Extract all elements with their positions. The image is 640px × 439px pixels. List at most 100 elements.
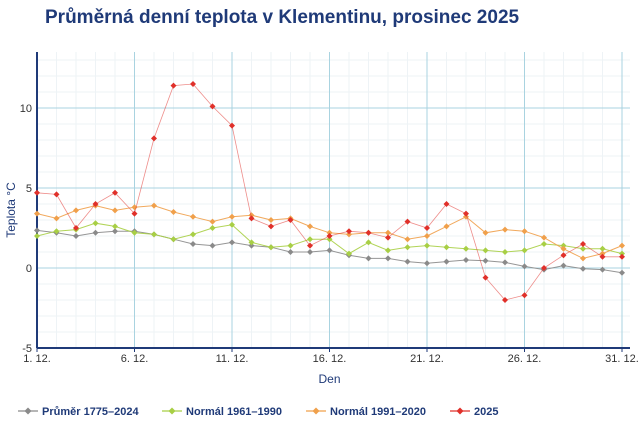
data-point <box>424 260 430 267</box>
data-point <box>326 233 333 239</box>
data-point <box>229 239 235 246</box>
data-point <box>307 236 313 243</box>
x-axis-label: Den <box>318 372 340 386</box>
data-point <box>502 226 508 233</box>
data-point <box>541 265 547 271</box>
legend-item: Průměr 1775–2024 <box>18 406 140 418</box>
data-point <box>248 212 255 219</box>
data-point <box>560 262 567 269</box>
data-point <box>404 236 411 243</box>
y-axis-label: Teplota °C <box>4 182 18 238</box>
data-point <box>151 231 157 238</box>
data-point <box>307 249 313 255</box>
data-point <box>53 215 60 222</box>
data-point <box>287 242 294 249</box>
data-point <box>170 82 177 89</box>
data-point <box>209 103 216 110</box>
data-point <box>365 239 372 246</box>
data-point <box>463 210 469 217</box>
data-point <box>346 228 352 235</box>
data-point <box>190 81 196 87</box>
data-point <box>385 255 391 262</box>
data-point <box>482 229 489 236</box>
legend-label: 2025 <box>474 406 498 418</box>
data-point <box>268 217 274 223</box>
series-2 <box>34 202 625 262</box>
data-point <box>92 229 99 236</box>
legend-label: Normál 1991–2020 <box>330 406 426 418</box>
data-point <box>73 225 79 231</box>
data-point <box>229 221 235 228</box>
x-tick-label: 6. 12. <box>121 353 149 365</box>
y-tick-label: 10 <box>20 103 32 115</box>
data-point <box>229 122 235 129</box>
data-point <box>287 217 294 223</box>
data-point <box>73 233 79 239</box>
data-point <box>112 207 118 214</box>
data-point <box>502 297 508 303</box>
data-point <box>619 269 625 276</box>
data-point <box>424 233 430 239</box>
data-point <box>131 210 138 217</box>
data-point <box>346 231 352 238</box>
data-point <box>365 255 372 262</box>
data-point <box>209 225 216 231</box>
data-point <box>229 213 235 220</box>
data-point <box>619 250 625 257</box>
data-point <box>521 292 528 299</box>
data-point <box>209 218 216 225</box>
data-point <box>248 239 255 246</box>
data-point <box>307 223 313 230</box>
data-point <box>385 234 391 241</box>
x-tick-label: 16. 12. <box>313 353 347 365</box>
data-point <box>482 274 489 281</box>
data-point <box>326 229 333 236</box>
legend-marker <box>312 407 320 415</box>
legend-marker <box>456 407 464 415</box>
data-point <box>580 265 586 272</box>
data-point <box>34 227 40 234</box>
legend-label: Normál 1961–1990 <box>186 406 282 418</box>
data-point <box>599 266 606 273</box>
series-1 <box>34 220 625 257</box>
data-point <box>34 233 40 239</box>
x-tick-label: 26. 12. <box>508 353 542 365</box>
x-tick-label: 1. 12. <box>23 353 51 365</box>
data-point <box>73 207 79 214</box>
data-point <box>619 242 625 249</box>
data-point <box>151 135 157 142</box>
data-point <box>34 210 40 217</box>
data-point <box>521 247 528 254</box>
x-tick-label: 21. 12. <box>410 353 444 365</box>
data-point <box>190 231 196 238</box>
data-point <box>326 247 333 254</box>
chart-title: Průměrná denní teplota v Klementinu, pro… <box>45 7 520 28</box>
data-point <box>268 244 274 251</box>
data-point <box>560 245 567 252</box>
data-point <box>53 191 60 198</box>
data-point <box>385 229 391 236</box>
data-point <box>268 223 274 230</box>
data-point <box>443 201 450 207</box>
data-point <box>346 250 352 257</box>
data-point <box>424 242 430 249</box>
data-point <box>287 249 294 255</box>
data-point <box>502 249 508 255</box>
data-point <box>599 250 606 257</box>
data-point <box>619 253 625 260</box>
data-point <box>541 241 547 247</box>
legend-item: 2025 <box>450 406 498 418</box>
data-point <box>34 189 40 196</box>
data-point <box>190 241 196 247</box>
data-point <box>443 223 450 230</box>
data-point <box>326 236 333 243</box>
data-point <box>404 218 411 225</box>
y-tick-label: 5 <box>26 183 32 195</box>
data-point <box>482 247 489 254</box>
data-point <box>385 247 391 254</box>
data-point <box>560 242 567 249</box>
data-point <box>170 236 177 243</box>
data-point <box>248 242 255 249</box>
data-point <box>443 244 450 251</box>
data-point <box>463 245 469 252</box>
